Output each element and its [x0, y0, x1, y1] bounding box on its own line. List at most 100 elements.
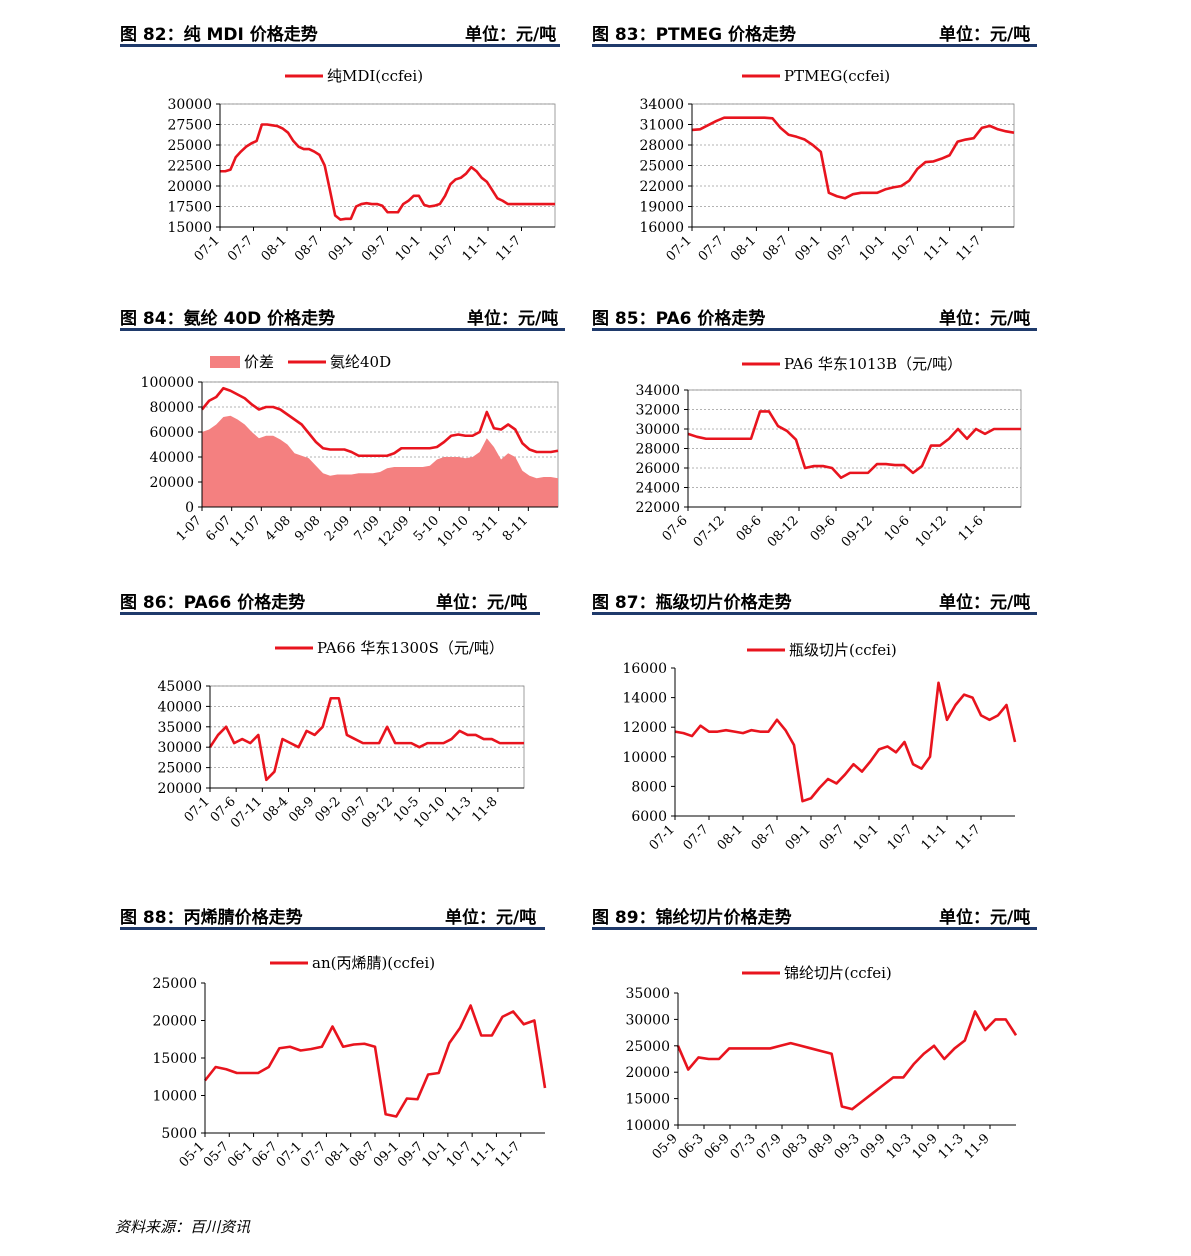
- y-tick-label: 19000: [639, 200, 684, 216]
- x-tick-label: 08-4: [260, 794, 291, 825]
- x-tick-label: 09-7: [817, 822, 848, 853]
- y-tick-label: 0: [185, 500, 194, 516]
- figure-title: 图 87：瓶级切片价格走势: [592, 593, 792, 613]
- y-tick-label: 10000: [625, 1118, 670, 1134]
- x-tick-label: 11-7: [492, 1139, 523, 1170]
- x-tick-label: 07-1: [664, 233, 695, 264]
- series-line-0: [691, 116, 1015, 200]
- y-tick-label: 26000: [635, 461, 680, 477]
- y-tick-label: 30000: [625, 1012, 670, 1028]
- x-tick-label: 4-08: [263, 513, 294, 544]
- x-tick-label: 09-12: [839, 513, 876, 550]
- x-tick-label: 11-07: [227, 513, 264, 550]
- y-tick-label: 30000: [167, 97, 212, 113]
- legend-label: 瓶级切片(ccfei): [789, 641, 897, 659]
- chart-panel-83: 图 83：PTMEG 价格走势 单位：元/吨 16000 19000 22000 25…: [592, 14, 1037, 294]
- x-tick-label: 10-7: [444, 1139, 475, 1170]
- x-tick-label: 9-08: [292, 513, 323, 544]
- figure-header: 图 88：丙烯腈价格走势 单位：元/吨: [120, 897, 545, 930]
- chart-panel-82: 图 82：纯 MDI 价格走势 单位：元/吨 15000 17500 20000 22…: [120, 14, 560, 294]
- x-tick-label: 07-7: [681, 822, 712, 853]
- y-tick-label: 15000: [625, 1092, 670, 1108]
- x-tick-label: 10-1: [419, 1139, 450, 1170]
- x-tick-label: 07-6: [660, 513, 691, 544]
- x-tick-label: 09-1: [783, 822, 814, 853]
- chart-panel-86: 图 86：PA66 价格走势 单位：元/吨 20000 25000 30000 350…: [120, 582, 540, 862]
- x-tick-label: 09-7: [359, 233, 390, 264]
- chart-panel-88: 图 88：丙烯腈价格走势 单位：元/吨 5000 10000 15000 20000 2…: [120, 897, 547, 1197]
- figure-title: 图 85：PA6 价格走势: [592, 309, 766, 329]
- figure-header: 图 84：氨纶 40D 价格走势 单位：元/吨: [120, 298, 565, 331]
- unit-label: 单位：元/吨: [939, 593, 1031, 613]
- x-tick-label: 06-1: [225, 1139, 256, 1170]
- source-note: 资料来源：百川资讯: [115, 1218, 251, 1236]
- figure-title: 图 83：PTMEG 价格走势: [592, 25, 797, 45]
- y-tick-label: 10000: [152, 1089, 197, 1105]
- x-tick-label: 10-1: [393, 233, 424, 264]
- series-line-0: [203, 1004, 547, 1118]
- x-tick-label: 08-7: [760, 233, 791, 264]
- x-tick-label: 06-9: [702, 1131, 733, 1162]
- x-tick-label: 08-1: [322, 1139, 353, 1170]
- x-tick-label: 10-7: [426, 233, 457, 264]
- y-tick-label: 80000: [149, 400, 194, 416]
- y-tick-label: 25000: [639, 159, 684, 175]
- y-tick-label: 17500: [167, 200, 212, 216]
- legend-label: 氨纶40D: [330, 353, 391, 371]
- chart-svg: 5000 10000 15000 20000 25000 05-105-706-106-7…: [152, 954, 547, 1170]
- x-tick-label: 07-1: [182, 794, 213, 825]
- y-tick-label: 20000: [152, 1014, 197, 1030]
- y-tick-label: 12000: [622, 720, 667, 736]
- x-tick-label: 07-3: [728, 1131, 759, 1162]
- x-tick-label: 07-7: [225, 233, 256, 264]
- legend-label: 价差: [244, 353, 274, 371]
- y-tick-label: 24000: [635, 481, 680, 497]
- x-tick-label: 08-9: [286, 794, 317, 825]
- x-tick-label: 10-12: [913, 513, 950, 550]
- y-tick-label: 40000: [157, 699, 202, 715]
- figure-header: 图 83：PTMEG 价格走势 单位：元/吨: [592, 14, 1037, 47]
- x-tick-label: 08-7: [749, 822, 780, 853]
- y-tick-label: 6000: [631, 809, 667, 825]
- x-tick-label: 07-1: [647, 822, 678, 853]
- figure-header: 图 89：锦纶切片价格走势 单位：元/吨: [592, 897, 1037, 930]
- figure-header: 图 87：瓶级切片价格走势 单位：元/吨: [592, 582, 1037, 615]
- x-tick-label: 09-9: [858, 1131, 889, 1162]
- legend-label: PA6 华东1013B（元/吨）: [784, 355, 962, 373]
- x-tick-label: 10-1: [851, 822, 882, 853]
- x-tick-label: 11-9: [962, 1131, 993, 1162]
- y-tick-label: 20000: [157, 781, 202, 797]
- x-tick-label: 07-9: [754, 1131, 785, 1162]
- legend-label: an(丙烯腈)(ccfei): [312, 954, 435, 972]
- x-tick-label: 09-1: [792, 233, 823, 264]
- x-tick-label: 11-1: [919, 822, 950, 853]
- y-tick-label: 34000: [635, 383, 680, 399]
- y-tick-label: 35000: [625, 986, 670, 1002]
- x-tick-label: 11-7: [493, 233, 524, 264]
- unit-label: 单位：元/吨: [939, 908, 1031, 928]
- x-tick-label: 08-12: [765, 513, 802, 550]
- x-tick-label: 11-6: [956, 513, 987, 544]
- series-area-0: [202, 415, 558, 507]
- y-tick-label: 8000: [631, 779, 667, 795]
- x-tick-label: 10-7: [889, 233, 920, 264]
- x-tick-label: 10-7: [885, 822, 916, 853]
- series-line-1: [200, 386, 559, 458]
- figure-title: 图 88：丙烯腈价格走势: [120, 908, 303, 928]
- figure-title: 图 89：锦纶切片价格走势: [592, 908, 792, 928]
- x-tick-label: 11-3: [936, 1131, 967, 1162]
- x-tick-label: 08-1: [259, 233, 290, 264]
- figure-header: 图 85：PA6 价格走势 单位：元/吨: [592, 298, 1037, 331]
- y-tick-label: 16000: [639, 220, 684, 236]
- x-tick-label: 1-07: [174, 513, 205, 544]
- y-tick-label: 22500: [167, 159, 212, 175]
- y-tick-label: 20000: [167, 179, 212, 195]
- unit-label: 单位：元/吨: [445, 908, 537, 928]
- x-tick-label: 07-7: [298, 1139, 329, 1170]
- y-tick-label: 14000: [622, 691, 667, 707]
- x-tick-label: 08-7: [292, 233, 323, 264]
- x-tick-label: 06-3: [676, 1131, 707, 1162]
- x-tick-label: 07-1: [192, 233, 223, 264]
- chart-svg: 20000250003000035000400004500007-107-607…: [157, 639, 525, 831]
